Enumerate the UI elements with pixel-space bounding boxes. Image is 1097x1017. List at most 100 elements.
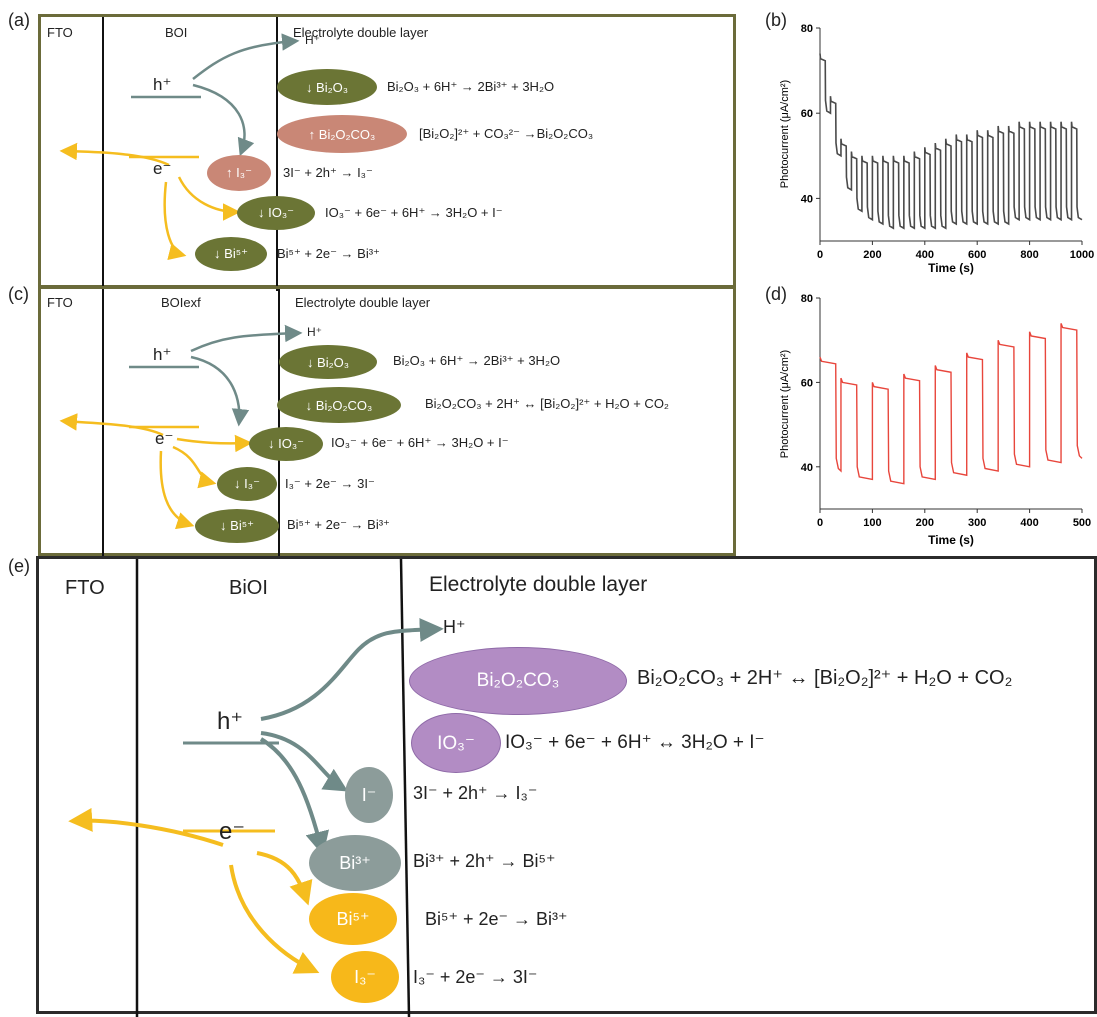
panel-c: FTO BOIexf Electrolyte double layer h⁺ e… (38, 286, 736, 559)
equation-2: Bi₂O₂CO₃ + 2H⁺ ↔ [Bi₂O₂]²⁺ + H₂O + CO₂ (425, 396, 669, 411)
chart-b: 0 200 400 600 800 1000 40 60 80 Time (s) Photocu… (779, 23, 1094, 275)
species-i3: ↓ I₃⁻ (217, 467, 277, 501)
x-tick-label: 100 (863, 517, 881, 529)
x-tick-label: 800 (1020, 249, 1038, 261)
equation-3: 3I⁻ + 2h⁺ → I₃⁻ (283, 165, 373, 180)
hole-arrow-1 (192, 33, 300, 80)
electron-arrow-2 (172, 445, 217, 489)
equation-4: Bi³⁺ + 2h⁺ → Bi⁵⁺ (413, 851, 556, 871)
x-tick-label: 400 (916, 249, 934, 261)
equation-5: Bi⁵⁺ + 2e⁻ → Bi³⁺ (425, 909, 568, 929)
hole-arrow-i (260, 731, 349, 792)
h-plus-product: H⁺ (443, 617, 466, 637)
equation-5: Bi⁵⁺ + 2e⁻ → Bi³⁺ (277, 246, 380, 261)
x-axis-label: Time (s) (928, 533, 974, 547)
electron-arrow-i3 (229, 864, 320, 974)
x-axis-label: Time (s) (928, 261, 974, 275)
equation-1: Bi₂O₃ + 6H⁺ → 2Bi³⁺ + 3H₂O (387, 79, 555, 94)
species-bi3: Bi³⁺ (309, 835, 401, 891)
electron-arrow-3 (159, 450, 195, 530)
hole-arrow-up (260, 617, 444, 721)
x-tick-label: 500 (1073, 517, 1091, 529)
panel-c-arrows (59, 289, 303, 559)
material-label: BOI (165, 25, 188, 40)
species-i3: I₃⁻ (331, 951, 399, 1003)
equation-3: 3I⁻ + 2h⁺ → I₃⁻ (413, 783, 538, 803)
equation-4: I₃⁻ + 2e⁻ → 3I⁻ (285, 476, 375, 491)
electron-label: e⁻ (219, 818, 246, 845)
electrolyte-boundary (399, 558, 411, 1017)
species-io3: ↓ IO₃⁻ (249, 427, 323, 461)
material-label: BiOI (229, 577, 268, 599)
x-tick-label: 600 (968, 249, 986, 261)
equation-5: Bi⁵⁺ + 2e⁻ → Bi³⁺ (287, 517, 390, 532)
electron-arrow-bi5 (256, 851, 313, 906)
equation-6: I₃⁻ + 2e⁻ → 3I⁻ (413, 967, 538, 987)
panel-label-e: (e) (8, 556, 30, 576)
x-tick-label: 1000 (1070, 249, 1094, 261)
x-tick-label: 200 (863, 249, 881, 261)
species-bi2o3: ↓ Bi₂O₃ (277, 69, 377, 105)
hole-arrow-bi3 (259, 737, 329, 856)
panel-a-arrows (59, 17, 300, 291)
species-bi5: ↓ Bi⁵⁺ (195, 237, 267, 271)
electron-label: e⁻ (153, 159, 172, 178)
panel-a: FTO BOI Electrolyte double layer h⁺ e⁻ H… (38, 14, 736, 291)
series-photocurrent-d (819, 323, 1083, 485)
layer-label: Electrolyte double layer (293, 25, 429, 40)
panel-e: FTO BiOI Electrolyte double layer h⁺ e⁻ … (36, 556, 1097, 1017)
species-bi5: ↓ Bi⁵⁺ (195, 509, 279, 543)
species-bi2o2co3: ↓ Bi₂O₂CO₃ (277, 387, 401, 423)
chart-d: 0 100 200 300 400 500 40 60 80 Time (s) Photocur… (779, 293, 1091, 547)
layer-label: Electrolyte double layer (295, 295, 431, 310)
fto-label: FTO (47, 25, 73, 40)
y-tick-label: 80 (801, 293, 813, 305)
electron-arrow-out (59, 142, 170, 167)
y-tick-label: 40 (801, 193, 813, 205)
x-tick-label: 200 (916, 517, 934, 529)
panel-label-d: (d) (765, 284, 787, 304)
panel-label-a: (a) (8, 10, 30, 30)
hole-arrow-2 (192, 83, 255, 157)
species-bi5: Bi⁵⁺ (309, 893, 397, 945)
fto-label: FTO (47, 295, 73, 310)
hole-label: h⁺ (153, 75, 172, 94)
species-i: I⁻ (345, 767, 393, 823)
layer-label: Electrolyte double layer (429, 573, 648, 596)
h-plus-product: H⁺ (305, 33, 320, 47)
electron-arrow-out (68, 807, 224, 847)
material-label: BOIexf (161, 295, 201, 310)
electron-arrow-1 (176, 434, 253, 453)
equation-4: IO₃⁻ + 6e⁻ + 6H⁺ → 3H₂O + I⁻ (325, 205, 503, 220)
species-io3: ↓ IO₃⁻ (237, 196, 315, 230)
electron-label: e⁻ (155, 429, 174, 448)
panel-e-arrows (68, 558, 444, 1017)
y-axis-label: Photocurrent (μA/cm²) (779, 80, 791, 188)
electron-arrow-1 (177, 176, 241, 221)
equation-1: Bi₂O₂CO₃ + 2H⁺ ↔ [Bi₂O₂]²⁺ + H₂O + CO₂ (637, 667, 1013, 689)
hole-arrow-1 (190, 324, 303, 353)
fto-label: FTO (65, 577, 105, 599)
equation-1: Bi₂O₃ + 6H⁺ → 2Bi³⁺ + 3H₂O (393, 353, 561, 368)
hole-label: h⁺ (217, 708, 244, 735)
hole-arrow-2 (190, 355, 250, 427)
y-axis-label: Photocurrent (μA/cm²) (779, 350, 791, 458)
species-io3: IO₃⁻ (411, 713, 501, 773)
x-tick-label: 0 (817, 517, 823, 529)
electron-arrow-out (59, 413, 164, 437)
x-tick-label: 400 (1020, 517, 1038, 529)
series-photocurrent-b (819, 53, 1083, 230)
species-i3: ↑ I₃⁻ (207, 155, 271, 191)
panel-label-b: (b) (765, 10, 787, 30)
hole-label: h⁺ (153, 345, 172, 364)
equation-2: IO₃⁻ + 6e⁻ + 6H⁺ ↔ 3H₂O + I⁻ (505, 732, 765, 753)
species-bi2o3: ↓ Bi₂O₃ (279, 345, 377, 379)
x-tick-label: 300 (968, 517, 986, 529)
y-tick-label: 60 (801, 108, 813, 120)
species-bi2o2co3: ↑ Bi₂O₂CO₃ (277, 115, 407, 153)
equation-3: IO₃⁻ + 6e⁻ + 6H⁺ → 3H₂O + I⁻ (331, 435, 509, 450)
y-tick-label: 80 (801, 23, 813, 35)
panel-label-c: (c) (8, 284, 29, 304)
x-tick-label: 0 (817, 249, 823, 261)
h-plus-product: H⁺ (307, 325, 322, 339)
